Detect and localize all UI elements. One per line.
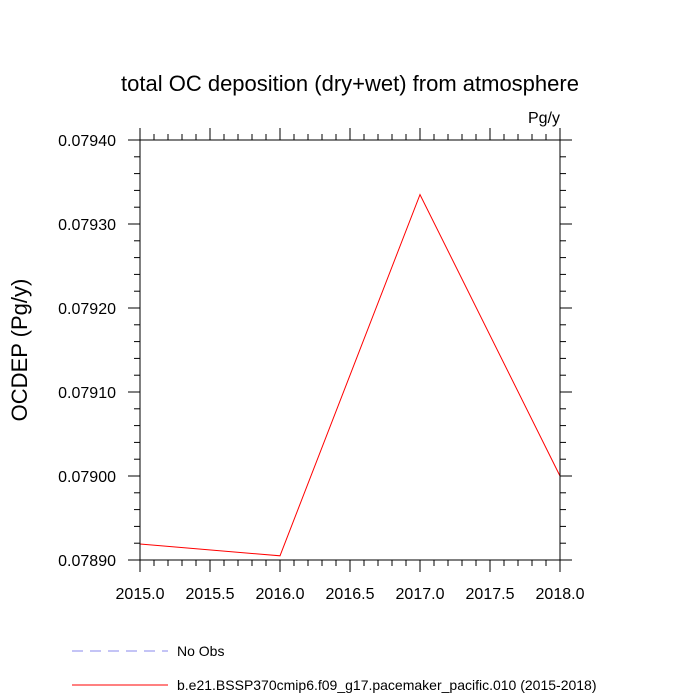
y-tick-label: 0.07910 bbox=[58, 385, 116, 402]
y-tick-label: 0.07930 bbox=[58, 217, 116, 234]
y-tick-label: 0.07900 bbox=[58, 469, 116, 486]
plot-frame bbox=[139, 139, 561, 561]
series-layer bbox=[139, 193, 561, 557]
legend-label-model-run: b.e21.BSSP370cmip6.f09_g17.pacemaker_pac… bbox=[177, 677, 597, 693]
chart-title: total OC deposition (dry+wet) from atmos… bbox=[121, 71, 579, 96]
y-tick-label: 0.07920 bbox=[58, 301, 116, 318]
x-tick-label: 2017.0 bbox=[396, 586, 445, 603]
x-tick-label: 2017.5 bbox=[466, 586, 515, 603]
units-label: Pg/y bbox=[528, 110, 560, 127]
y-tick-label: 0.07890 bbox=[58, 553, 116, 570]
y-tick-labels: 0.07890 0.07900 0.07910 0.07920 0.07930 0.079… bbox=[58, 133, 116, 570]
legend: No Obs b.e21.BSSP370cmip6.f09_g17.pacema… bbox=[72, 643, 597, 693]
x-tick-label: 2016.0 bbox=[256, 586, 305, 603]
x-tick-label: 2018.0 bbox=[536, 586, 585, 603]
x-tick-label: 2015.5 bbox=[186, 586, 235, 603]
series-line-1 bbox=[139, 193, 561, 557]
x-tick-label: 2016.5 bbox=[326, 586, 375, 603]
y-tick-label: 0.07940 bbox=[58, 133, 116, 150]
legend-label-no-obs: No Obs bbox=[177, 643, 224, 659]
axis-ticks bbox=[128, 128, 572, 572]
x-tick-label: 2015.0 bbox=[116, 586, 165, 603]
y-axis-label: OCDEP (Pg/y) bbox=[7, 279, 32, 422]
x-tick-labels: 2015.0 2015.5 2016.0 2016.5 2017.0 2017.5 2018… bbox=[116, 586, 585, 603]
